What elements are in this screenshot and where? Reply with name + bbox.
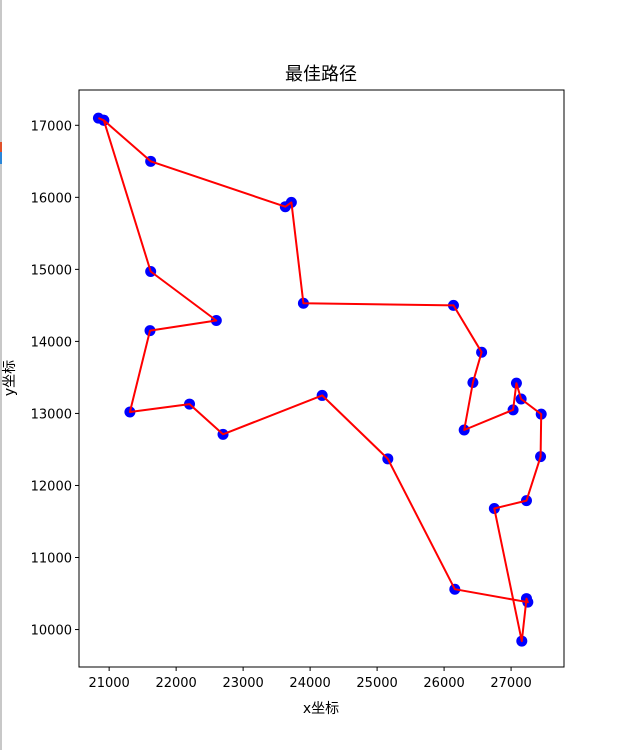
route-line bbox=[98, 117, 543, 643]
plot-frame bbox=[78, 89, 565, 668]
x-tick-label: 21000 bbox=[88, 676, 129, 691]
y-tick-label: 12000 bbox=[31, 479, 72, 494]
chart-title: 最佳路径 bbox=[285, 64, 357, 85]
x-tick-label: 26000 bbox=[423, 676, 464, 691]
y-tick-label: 13000 bbox=[31, 407, 72, 422]
x-tick-label: 23000 bbox=[222, 676, 263, 691]
y-axis-label: y坐标 bbox=[2, 360, 18, 396]
x-tick-label: 25000 bbox=[356, 676, 397, 691]
window-edge bbox=[0, 0, 2, 750]
x-tick-label: 22000 bbox=[155, 676, 196, 691]
window-edge-marker bbox=[0, 152, 2, 164]
y-tick-label: 15000 bbox=[31, 263, 72, 278]
x-axis-label: x坐标 bbox=[303, 701, 339, 717]
window-edge-marker bbox=[0, 142, 2, 152]
y-tick-label: 14000 bbox=[31, 335, 72, 350]
y-tick-label: 17000 bbox=[31, 119, 72, 134]
y-tick-label: 11000 bbox=[31, 552, 72, 567]
y-tick-label: 16000 bbox=[31, 191, 72, 206]
y-tick-label: 10000 bbox=[31, 624, 72, 639]
x-tick-label: 24000 bbox=[289, 676, 330, 691]
x-tick-label: 27000 bbox=[490, 676, 531, 691]
